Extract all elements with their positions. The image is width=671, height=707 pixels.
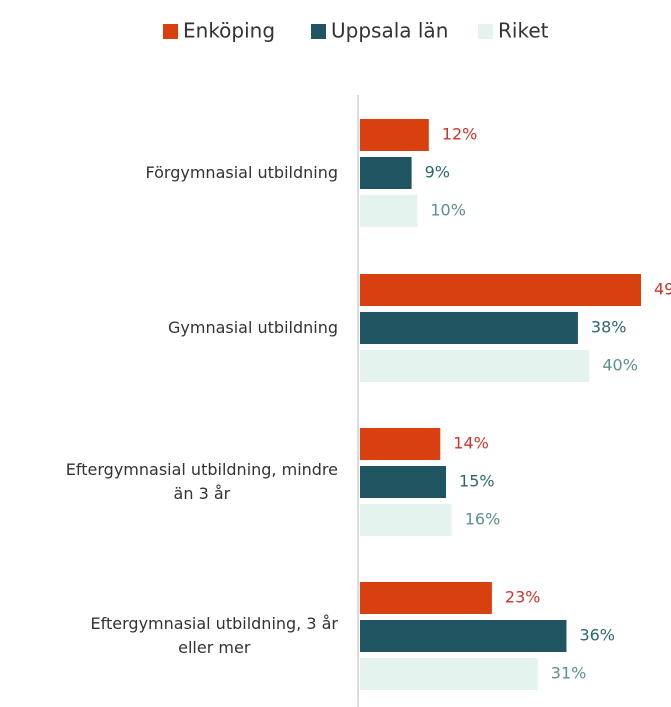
value-label: 49% (654, 280, 671, 299)
value-label: 23% (505, 588, 541, 607)
bar (360, 195, 418, 227)
bar (360, 274, 641, 306)
value-label: 31% (551, 664, 587, 683)
bar (360, 658, 538, 690)
legend-label: Uppsala län (331, 19, 448, 43)
category-label: Gymnasial utbildning (167, 318, 338, 337)
bar (360, 504, 452, 536)
value-label: 36% (579, 626, 615, 645)
category-label: Eftergymnasial utbildning, mindre än 3 å… (65, 460, 338, 503)
value-label: 16% (465, 510, 501, 529)
bar (360, 620, 567, 652)
legend-swatch (478, 24, 493, 39)
legend-label: Riket (498, 19, 549, 43)
legend-label: Enköping (183, 19, 275, 43)
value-label: 9% (425, 163, 450, 182)
legend-swatch (163, 24, 178, 39)
bar (360, 312, 578, 344)
bar (360, 350, 590, 382)
bar (360, 119, 429, 151)
value-label: 40% (602, 356, 638, 375)
bar (360, 428, 441, 460)
value-label: 15% (459, 472, 495, 491)
category-label: Förgymnasial utbildning (145, 163, 339, 182)
value-label: 12% (442, 125, 478, 144)
value-label: 38% (591, 318, 627, 337)
value-label: 14% (453, 434, 489, 453)
bar (360, 157, 412, 189)
bar (360, 582, 492, 614)
bar (360, 466, 447, 498)
legend-swatch (311, 24, 326, 39)
value-label: 10% (430, 201, 466, 220)
category-label: Eftergymnasial utbildning, 3 år eller me… (90, 614, 338, 657)
